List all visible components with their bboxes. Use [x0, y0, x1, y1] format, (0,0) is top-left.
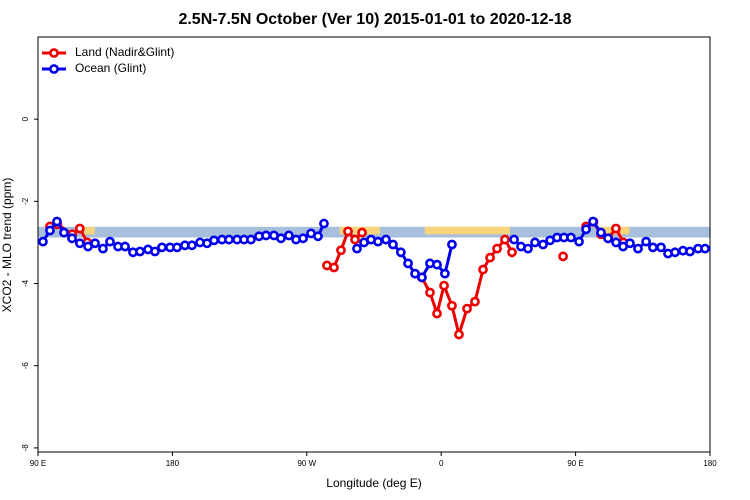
series-point — [373, 236, 383, 247]
x-tick-label: 180 — [703, 459, 717, 468]
series-point — [388, 239, 398, 250]
series-point — [410, 268, 420, 279]
series-point — [470, 296, 480, 307]
series-point — [523, 243, 533, 254]
series-point — [98, 243, 108, 254]
series-point — [209, 235, 219, 246]
series-point — [641, 236, 651, 247]
series-point — [74, 238, 85, 249]
series-point — [343, 226, 353, 237]
x-tick-label: 0 — [439, 459, 444, 468]
y-tick-label: 0 — [21, 116, 30, 121]
series-point — [588, 216, 598, 227]
series-point — [566, 232, 576, 243]
legend-label: Ocean (Glint) — [75, 61, 146, 75]
chart-title: 2.5N-7.5N October (Ver 10) 2015-01-01 to… — [178, 11, 571, 28]
series-point — [439, 280, 449, 291]
series-point — [507, 247, 517, 258]
series-point — [648, 242, 658, 253]
series-point — [500, 234, 510, 245]
series-point — [135, 246, 145, 257]
series-point — [454, 329, 464, 340]
series-point — [558, 251, 568, 262]
series-point — [38, 236, 48, 247]
series-point — [530, 237, 540, 248]
band-highlight — [84, 226, 95, 235]
series-point — [261, 230, 271, 241]
series-point — [319, 218, 329, 229]
series-point — [670, 247, 680, 258]
series-point — [656, 242, 666, 253]
series-point — [538, 239, 548, 250]
series-point — [440, 268, 450, 279]
plot-frame — [37, 36, 711, 453]
series-point — [485, 252, 495, 263]
series-point — [67, 233, 77, 244]
series-point — [381, 234, 391, 245]
series-point — [403, 258, 413, 269]
series-point — [59, 227, 69, 238]
series-point — [298, 233, 308, 244]
series-point — [432, 259, 442, 270]
series-point — [395, 247, 406, 258]
series-point — [447, 239, 457, 250]
series-point — [700, 243, 710, 254]
series-point — [246, 234, 256, 245]
series-point — [603, 233, 613, 244]
series-point — [633, 243, 643, 254]
y-tick-label: -8 — [21, 444, 30, 452]
series-point — [357, 227, 367, 238]
series-point — [625, 238, 635, 249]
y-axis-label: XCO2 - MLO trend (ppm) — [0, 178, 14, 313]
legend-label: Land (Nadir&Glint) — [75, 45, 174, 59]
series-point — [350, 234, 360, 245]
x-tick-label: 180 — [166, 459, 180, 468]
series-point — [492, 243, 502, 254]
series-point — [105, 236, 115, 247]
series-point — [611, 223, 621, 234]
series-point — [417, 272, 427, 283]
series-point — [596, 227, 606, 238]
series-point — [336, 245, 346, 256]
series-point — [611, 237, 621, 248]
band-highlight — [424, 226, 510, 235]
series-point — [187, 240, 197, 251]
series-point — [581, 224, 591, 235]
series-point — [574, 236, 584, 247]
series-point — [52, 216, 62, 227]
y-tick-label: -6 — [21, 362, 30, 370]
series-point — [462, 303, 472, 314]
series-point — [45, 225, 55, 236]
series-point — [478, 264, 488, 275]
series-point — [74, 223, 85, 234]
series-point — [120, 241, 130, 252]
x-tick-label: 90 E — [567, 459, 583, 468]
series-point — [447, 300, 457, 311]
x-tick-label: 90 W — [297, 459, 316, 468]
series-point — [224, 234, 234, 245]
x-tick-label: 90 E — [30, 459, 46, 468]
series-point — [509, 234, 519, 245]
series-point — [276, 233, 286, 244]
y-tick-label: -2 — [21, 197, 30, 205]
series-point — [685, 246, 695, 257]
series-point — [313, 231, 323, 242]
series-point — [90, 238, 100, 249]
series-point — [283, 230, 294, 241]
series-point — [157, 242, 167, 253]
legend-marker — [49, 48, 59, 58]
series-point — [352, 243, 362, 254]
x-axis-label: Longitude (deg E) — [326, 476, 421, 490]
series-point — [172, 242, 182, 253]
legend-marker — [49, 64, 59, 74]
series-point — [432, 308, 442, 319]
series-point — [425, 287, 435, 298]
series-point — [150, 246, 160, 257]
y-tick-label: -4 — [21, 279, 30, 287]
series-point — [329, 262, 339, 273]
